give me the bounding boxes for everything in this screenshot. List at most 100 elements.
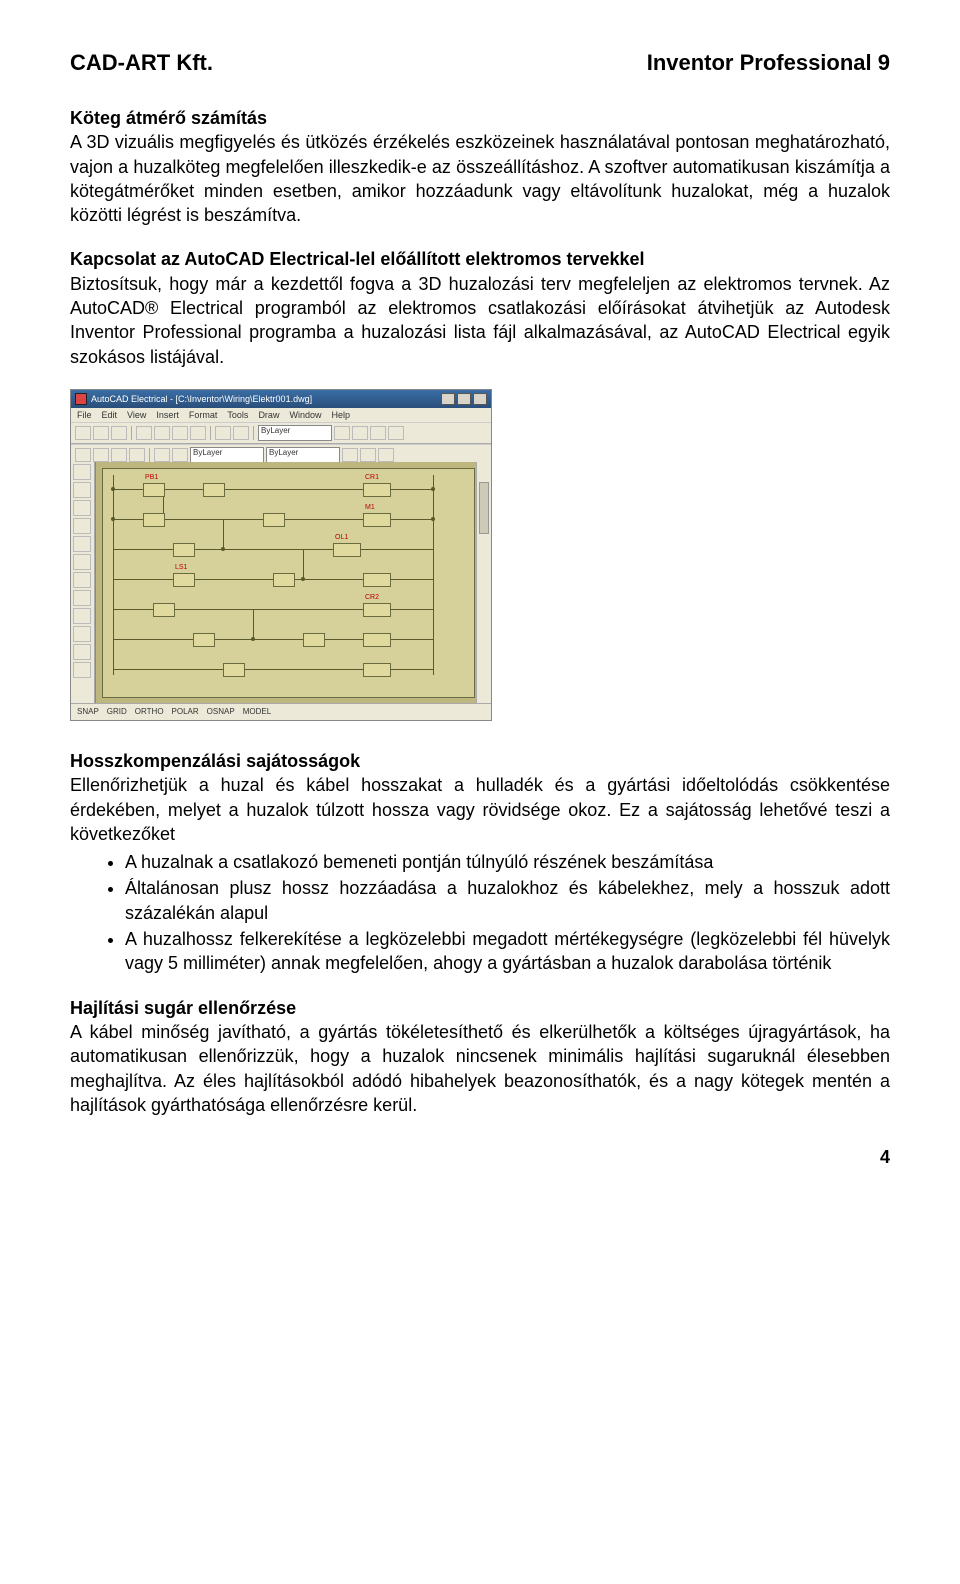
undo-icon[interactable] — [215, 426, 231, 440]
menu-item[interactable]: Help — [331, 410, 350, 420]
layer-dropdown[interactable]: ByLayer — [258, 425, 332, 441]
status-item[interactable]: MODEL — [243, 707, 271, 716]
tool-icon[interactable] — [334, 426, 350, 440]
minimize-icon[interactable] — [441, 393, 455, 405]
component-tool-icon[interactable] — [73, 626, 91, 642]
drawing-canvas[interactable]: PB1 CR1 M1 OL1 LS1 CR2 — [95, 462, 491, 704]
section-1: Köteg átmérő számítás A 3D vizuális megf… — [70, 106, 890, 227]
linetype-dropdown[interactable]: ByLayer — [266, 447, 340, 463]
autocad-screenshot: AutoCAD Electrical - [C:\Inventor\Wiring… — [70, 389, 492, 721]
separator — [210, 426, 211, 440]
color-dropdown[interactable]: ByLayer — [190, 447, 264, 463]
section-3-title: Hosszkompenzálási sajátosságok — [70, 751, 360, 771]
hatch-tool-icon[interactable] — [73, 572, 91, 588]
menu-item[interactable]: View — [127, 410, 146, 420]
component — [363, 483, 391, 497]
tool-icon[interactable] — [378, 448, 394, 462]
section-2-body: Biztosítsuk, hogy már a kezdettől fogva … — [70, 274, 890, 367]
app-icon — [75, 393, 87, 405]
section-1-body: A 3D vizuális megfigyelés és ütközés érz… — [70, 132, 890, 225]
close-icon[interactable] — [473, 393, 487, 405]
print-icon[interactable] — [136, 426, 152, 440]
toolbar-1: ByLayer — [71, 422, 491, 444]
document-page: CAD-ART Kft. Inventor Professional 9 Köt… — [0, 0, 960, 1208]
text-tool-icon[interactable] — [73, 536, 91, 552]
dim-tool-icon[interactable] — [73, 554, 91, 570]
copy-icon[interactable] — [172, 426, 188, 440]
wire-tool-icon[interactable] — [73, 608, 91, 624]
tool-icon[interactable] — [388, 426, 404, 440]
component-tag: OL1 — [335, 534, 348, 541]
node — [301, 577, 305, 581]
menu-item[interactable]: Edit — [102, 410, 118, 420]
header-company: CAD-ART Kft. — [70, 50, 213, 76]
save-icon[interactable] — [111, 426, 127, 440]
component — [173, 543, 195, 557]
block-tool-icon[interactable] — [73, 590, 91, 606]
new-icon[interactable] — [75, 426, 91, 440]
window-controls — [441, 393, 487, 405]
status-item[interactable]: SNAP — [77, 707, 99, 716]
tool-icon[interactable] — [111, 448, 127, 462]
component — [363, 573, 391, 587]
tool-palette — [71, 462, 95, 704]
node — [431, 517, 435, 521]
screenshot-container: AutoCAD Electrical - [C:\Inventor\Wiring… — [70, 389, 890, 721]
tool-icon[interactable] — [342, 448, 358, 462]
paste-icon[interactable] — [190, 426, 206, 440]
tool-icon[interactable] — [172, 448, 188, 462]
section-2: Kapcsolat az AutoCAD Electrical-lel előá… — [70, 247, 890, 368]
scrollbar-thumb[interactable] — [479, 482, 489, 534]
arc-tool-icon[interactable] — [73, 518, 91, 534]
menu-bar: File Edit View Insert Format Tools Draw … — [71, 408, 491, 422]
redo-icon[interactable] — [233, 426, 249, 440]
tool-icon[interactable] — [75, 448, 91, 462]
editor-body: PB1 CR1 M1 OL1 LS1 CR2 — [71, 462, 491, 704]
status-item[interactable]: GRID — [107, 707, 127, 716]
status-item[interactable]: POLAR — [172, 707, 199, 716]
tool-icon[interactable] — [352, 426, 368, 440]
cut-icon[interactable] — [154, 426, 170, 440]
menu-item[interactable]: Tools — [227, 410, 248, 420]
window-titlebar: AutoCAD Electrical - [C:\Inventor\Wiring… — [71, 390, 491, 408]
node — [221, 547, 225, 551]
circle-tool-icon[interactable] — [73, 500, 91, 516]
status-bar: SNAP GRID ORTHO POLAR OSNAP MODEL — [71, 703, 491, 720]
component — [303, 633, 325, 647]
component — [363, 513, 391, 527]
section-4-body: A kábel minőség javítható, a gyártás tök… — [70, 1022, 890, 1115]
wire — [113, 549, 433, 550]
separator — [253, 426, 254, 440]
node — [251, 637, 255, 641]
page-number: 4 — [70, 1147, 890, 1168]
open-icon[interactable] — [93, 426, 109, 440]
menu-item[interactable]: File — [77, 410, 92, 420]
component — [363, 603, 391, 617]
header-product: Inventor Professional 9 — [647, 50, 890, 76]
node — [431, 487, 435, 491]
component — [223, 663, 245, 677]
component-tag: CR1 — [365, 474, 379, 481]
node — [111, 487, 115, 491]
line-tool-icon[interactable] — [73, 464, 91, 480]
menu-item[interactable]: Draw — [258, 410, 279, 420]
menu-item[interactable]: Format — [189, 410, 218, 420]
tool-icon[interactable] — [93, 448, 109, 462]
vertical-scrollbar[interactable] — [476, 462, 491, 704]
tool-icon[interactable] — [73, 662, 91, 678]
separator — [149, 448, 150, 462]
tool-icon[interactable] — [73, 644, 91, 660]
status-item[interactable]: ORTHO — [135, 707, 164, 716]
status-item[interactable]: OSNAP — [207, 707, 235, 716]
component-tag: M1 — [365, 504, 375, 511]
rect-tool-icon[interactable] — [73, 482, 91, 498]
wire — [303, 549, 304, 579]
maximize-icon[interactable] — [457, 393, 471, 405]
tool-icon[interactable] — [154, 448, 170, 462]
tool-icon[interactable] — [129, 448, 145, 462]
menu-item[interactable]: Insert — [156, 410, 179, 420]
menu-item[interactable]: Window — [289, 410, 321, 420]
tool-icon[interactable] — [370, 426, 386, 440]
component — [263, 513, 285, 527]
tool-icon[interactable] — [360, 448, 376, 462]
